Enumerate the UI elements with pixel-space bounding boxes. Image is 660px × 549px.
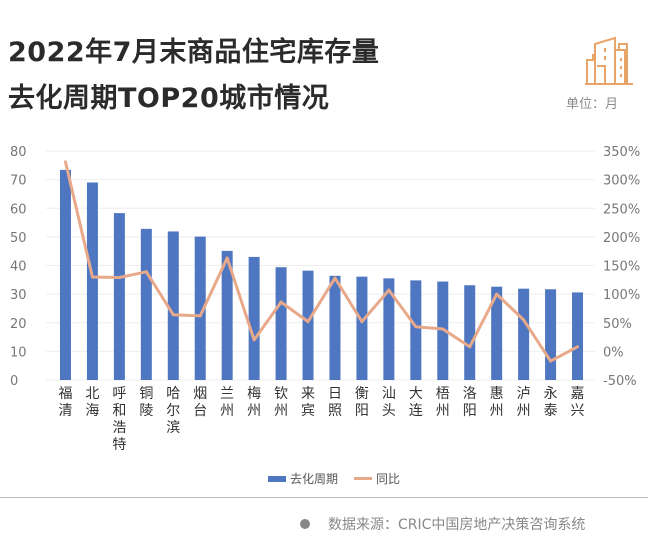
legend-bar-label: 去化周期 <box>290 472 339 486</box>
category-label: 惠州 <box>489 386 504 419</box>
right-tick-label: 250% <box>603 202 640 217</box>
yoy-point-汕头 <box>387 288 391 292</box>
category-label: 来宾 <box>301 386 316 419</box>
bar-大连 <box>410 280 422 380</box>
category-label: 日照 <box>327 386 342 419</box>
left-tick-label: 30 <box>10 288 27 303</box>
yoy-point-钦州 <box>279 300 283 304</box>
yoy-point-日照 <box>333 276 337 280</box>
bar-洛阳 <box>464 285 476 380</box>
buildings-icon <box>585 36 633 85</box>
right-tick-label: -50% <box>603 374 637 389</box>
source-note: 数据来源：CRIC中国房地产决策咨询系统 <box>300 514 585 534</box>
bar-兰州 <box>221 250 233 380</box>
yoy-point-北海 <box>90 275 94 279</box>
bar-衡阳 <box>356 276 368 380</box>
right-tick-label: 50% <box>603 317 632 332</box>
left-tick-label: 50 <box>10 231 27 246</box>
plot-area: 0 -50%10 0%20 50%30 100%40 150%50 200%60 250%70… <box>10 145 640 389</box>
yoy-point-梧州 <box>441 327 445 331</box>
bar-来宾 <box>302 270 314 380</box>
yoy-point-洛阳 <box>468 345 472 349</box>
yoy-point-铜陵 <box>144 270 148 274</box>
left-tick-label: 80 <box>10 145 27 160</box>
yoy-point-嘉兴 <box>576 345 580 349</box>
category-label: 北海 <box>85 386 100 419</box>
left-tick-label: 20 <box>10 317 27 332</box>
left-tick-label: 40 <box>10 260 27 275</box>
yoy-point-大连 <box>414 325 418 329</box>
source-text: 数据来源：CRIC中国房地产决策咨询系统 <box>328 517 586 533</box>
category-label: 兰州 <box>220 386 235 419</box>
category-label: 铜陵 <box>139 386 154 419</box>
bar-汕头 <box>383 278 395 380</box>
unit-label: 单位：月 <box>566 97 619 112</box>
bar-北海 <box>86 182 98 380</box>
chart-title-line2: 去化周期TOP20城市情况 <box>8 83 330 114</box>
category-label: 泸州 <box>516 386 531 419</box>
right-tick-label: 150% <box>603 260 640 275</box>
yoy-point-永泰 <box>549 359 553 363</box>
bar-日照 <box>329 275 341 380</box>
bullet-icon <box>300 519 310 529</box>
left-tick-label: 10 <box>10 345 27 360</box>
category-label: 呼和浩特 <box>112 386 127 453</box>
category-label: 梧州 <box>435 386 450 419</box>
right-tick-label: 350% <box>603 145 640 160</box>
bar-泸州 <box>518 288 530 380</box>
category-label: 衡阳 <box>354 386 369 419</box>
right-tick-label: 100% <box>603 288 640 303</box>
yoy-point-来宾 <box>306 320 310 324</box>
chart-title-line1: 2022年7月末商品住宅库存量 <box>8 37 380 68</box>
category-label: 洛阳 <box>462 386 477 419</box>
category-label: 永泰 <box>543 386 558 419</box>
bar-钦州 <box>275 267 287 380</box>
yoy-point-呼和浩特 <box>117 276 121 280</box>
legend: 去化周期 同比 <box>268 470 400 487</box>
bar-惠州 <box>491 286 503 380</box>
bar-哈尔滨 <box>167 231 179 380</box>
bar-烟台 <box>194 236 206 380</box>
category-label: 烟台 <box>193 386 208 419</box>
yoy-point-惠州 <box>495 292 499 296</box>
category-label: 大连 <box>408 386 423 419</box>
yoy-point-福清 <box>63 160 67 164</box>
bar-福清 <box>59 169 71 380</box>
category-label: 汕头 <box>381 386 396 419</box>
right-tick-label: 300% <box>603 174 640 189</box>
category-label: 钦州 <box>274 386 289 419</box>
yoy-point-烟台 <box>198 314 202 318</box>
yoy-point-泸州 <box>522 318 526 322</box>
category-label: 梅州 <box>247 386 262 419</box>
legend-line-label: 同比 <box>376 472 401 486</box>
category-label: 福清 <box>58 386 73 419</box>
bar-呼和浩特 <box>113 213 125 380</box>
yoy-line <box>64 161 579 363</box>
category-label: 哈尔滨 <box>166 386 181 436</box>
divider <box>0 497 648 498</box>
right-tick-label: 200% <box>603 231 640 246</box>
legend-line-swatch <box>354 477 373 480</box>
right-tick-label: 0% <box>603 345 624 360</box>
yoy-point-梅州 <box>252 338 256 342</box>
bar-永泰 <box>545 289 557 380</box>
left-tick-label: 0 <box>10 374 18 389</box>
legend-bar-swatch <box>268 475 286 482</box>
bar-嘉兴 <box>572 292 584 380</box>
bar-梅州 <box>248 256 260 380</box>
bar-铜陵 <box>140 228 152 380</box>
left-tick-label: 70 <box>10 174 27 189</box>
left-tick-label: 60 <box>10 202 27 217</box>
yoy-point-衡阳 <box>360 320 364 324</box>
category-label: 嘉兴 <box>570 386 585 419</box>
yoy-point-兰州 <box>225 256 229 260</box>
yoy-point-哈尔滨 <box>171 313 175 317</box>
